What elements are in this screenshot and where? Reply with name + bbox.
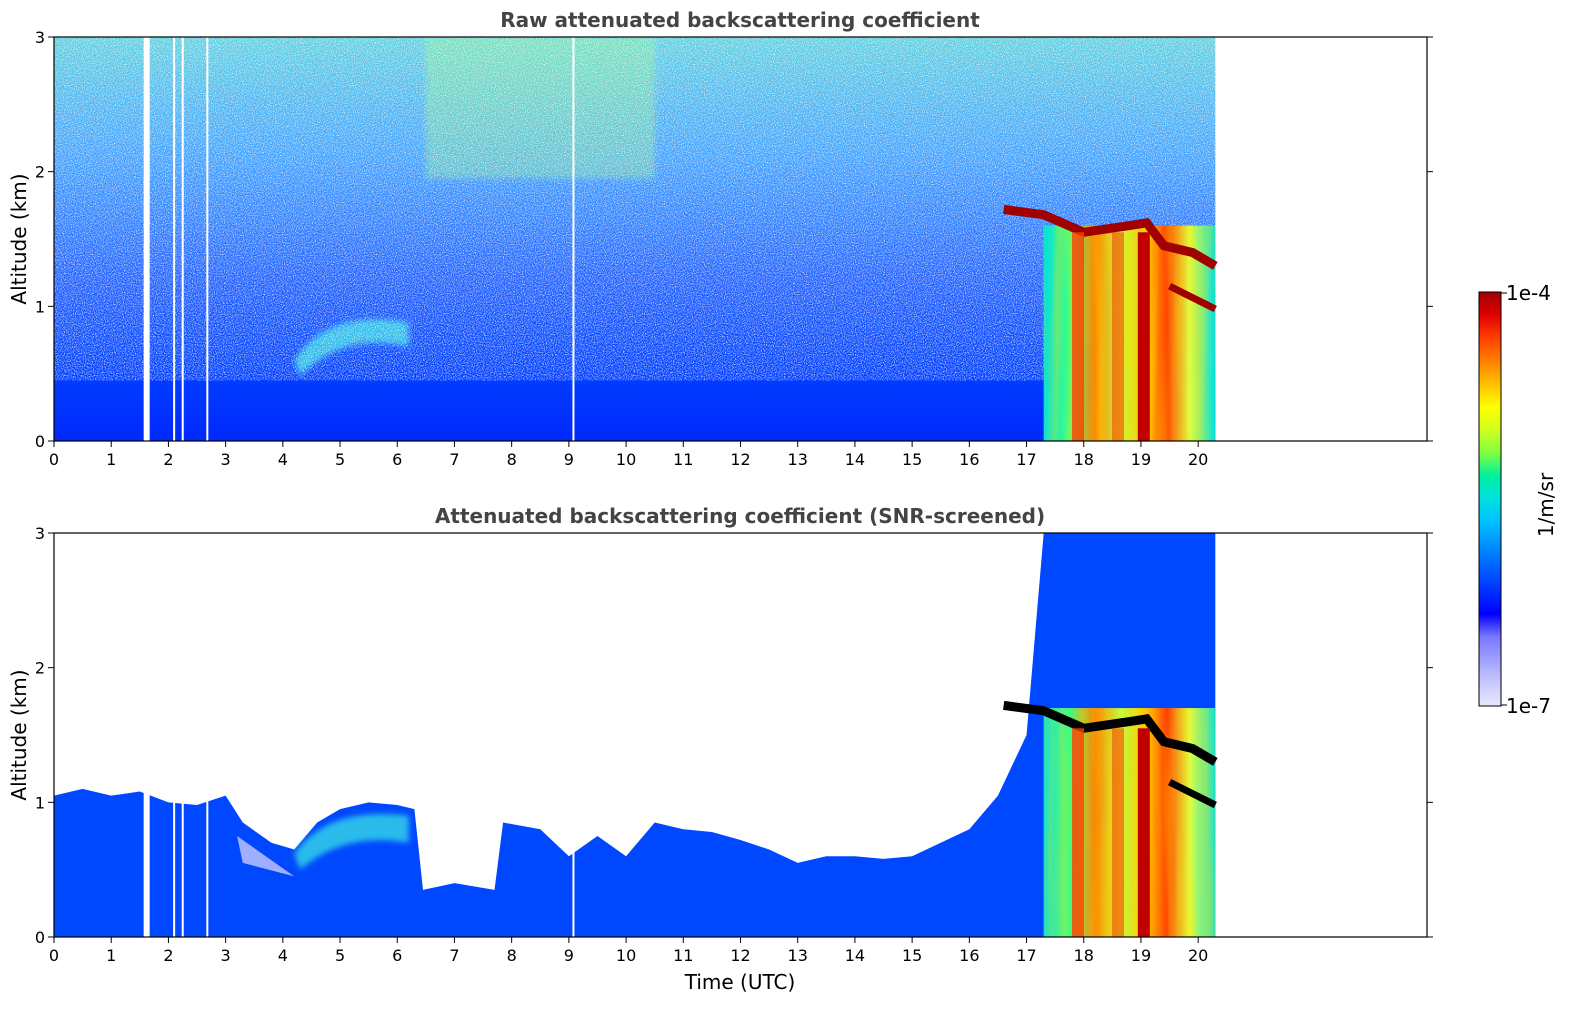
colorbar-max-label: 1e-4 <box>1506 281 1551 305</box>
virga-column <box>1112 728 1125 937</box>
x-tick-label: 19 <box>1131 946 1151 965</box>
data-gap <box>173 37 176 441</box>
y-tick-label: 2 <box>35 659 45 678</box>
lower-cloud-layer <box>1167 283 1217 313</box>
x-tick-label: 18 <box>1074 946 1094 965</box>
x-tick-label: 4 <box>278 450 288 469</box>
x-tick-label: 8 <box>507 450 517 469</box>
snr-screened-panel: Attenuated backscattering coefficient (S… <box>7 504 1433 994</box>
y-tick-label: 0 <box>35 928 45 947</box>
aerosol-plume-screened <box>294 814 409 870</box>
cloud-base-layer <box>1003 204 1218 270</box>
x-tick-label: 14 <box>845 450 865 469</box>
x-tick-label: 19 <box>1131 450 1151 469</box>
virga-column <box>1112 232 1125 441</box>
data-gap <box>572 37 575 441</box>
x-tick-label: 17 <box>1016 450 1036 469</box>
x-tick-label: 20 <box>1188 450 1208 469</box>
x-tick-label: 12 <box>730 946 750 965</box>
data-gap <box>572 533 575 937</box>
x-tick-label: 2 <box>163 450 173 469</box>
x-tick-label: 18 <box>1074 450 1094 469</box>
virga-column <box>1137 232 1150 441</box>
virga-column <box>1072 728 1085 937</box>
x-tick-label: 16 <box>959 450 979 469</box>
x-tick-label: 15 <box>902 450 922 469</box>
x-tick-label: 16 <box>959 946 979 965</box>
x-tick-label: 0 <box>49 450 59 469</box>
x-tick-label: 17 <box>1016 946 1036 965</box>
x-tick-label: 8 <box>507 946 517 965</box>
x-tick-label: 3 <box>221 946 231 965</box>
x-tick-label: 11 <box>673 450 693 469</box>
y-tick-label: 1 <box>35 793 45 812</box>
data-gap <box>181 37 184 441</box>
y-axis-label-screened: Altitude (km) <box>7 669 31 800</box>
x-tick-label: 4 <box>278 946 288 965</box>
data-gap <box>181 533 184 937</box>
x-tick-label: 9 <box>564 450 574 469</box>
x-tick-label: 1 <box>106 450 116 469</box>
data-gap <box>206 533 209 937</box>
x-tick-label: 14 <box>845 946 865 965</box>
y-axis-label-raw: Altitude (km) <box>7 173 31 304</box>
x-tick-label: 5 <box>335 450 345 469</box>
data-gap <box>143 533 150 937</box>
x-tick-label: 6 <box>392 946 402 965</box>
precipitation-streaks <box>1043 225 1216 441</box>
y-tick-label: 3 <box>35 28 45 47</box>
x-tick-label: 1 <box>106 946 116 965</box>
cloud-base-layer <box>1003 700 1218 766</box>
colorbar: 1e-4 1e-7 1/m/sr <box>1478 281 1558 718</box>
screened-heatmap <box>54 533 1218 937</box>
y-tick-label: 2 <box>35 163 45 182</box>
y-tick-label: 0 <box>35 432 45 451</box>
data-gap <box>206 37 209 441</box>
panel-title-screened: Attenuated backscattering coefficient (S… <box>435 504 1045 528</box>
y-tick-label: 1 <box>35 297 45 316</box>
x-axis-label: Time (UTC) <box>684 970 796 994</box>
x-tick-label: 11 <box>673 946 693 965</box>
x-tick-label: 7 <box>449 946 459 965</box>
x-tick-label: 12 <box>730 450 750 469</box>
panel-title-raw: Raw attenuated backscattering coefficien… <box>500 8 980 32</box>
colorbar-unit-label: 1/m/sr <box>1534 472 1558 537</box>
virga-column <box>1137 728 1150 937</box>
x-tick-label: 3 <box>221 450 231 469</box>
x-tick-label: 15 <box>902 946 922 965</box>
precipitation-streaks <box>1043 708 1216 937</box>
x-tick-label: 13 <box>788 450 808 469</box>
x-tick-label: 6 <box>392 450 402 469</box>
colorbar-min-label: 1e-7 <box>1506 694 1551 718</box>
raw-heatmap <box>54 37 1218 441</box>
screened-signal-region <box>54 533 1216 937</box>
x-tick-label: 5 <box>335 946 345 965</box>
x-tick-label: 10 <box>616 450 636 469</box>
x-tick-label: 10 <box>616 946 636 965</box>
data-gap <box>143 37 150 441</box>
x-tick-label: 9 <box>564 946 574 965</box>
data-gap <box>173 533 176 937</box>
lower-cloud-layer <box>1167 779 1217 809</box>
x-tick-label: 2 <box>163 946 173 965</box>
x-tick-label: 13 <box>788 946 808 965</box>
virga-column <box>1072 232 1085 441</box>
raw-backscatter-panel: Raw attenuated backscattering coefficien… <box>7 8 1433 469</box>
depolarized-patch <box>237 836 295 877</box>
noise-speckle <box>54 37 1216 381</box>
x-tick-label: 20 <box>1188 946 1208 965</box>
x-tick-label: 0 <box>49 946 59 965</box>
x-tick-label: 7 <box>449 450 459 469</box>
y-tick-label: 3 <box>35 524 45 543</box>
colorbar-gradient <box>1478 291 1502 707</box>
